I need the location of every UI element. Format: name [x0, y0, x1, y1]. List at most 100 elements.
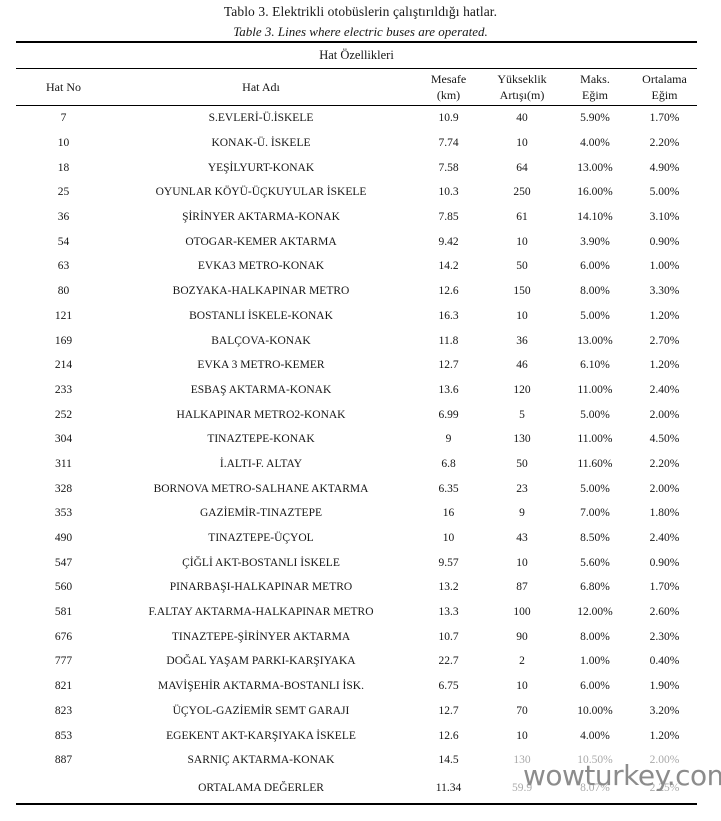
hat-adi-cell: BOSTANLI İSKELE-KONAK: [189, 309, 333, 322]
ortalama-egim-cell: 2.70%: [649, 334, 680, 347]
maks-egim-cell: 5.00%: [580, 309, 610, 322]
yukseklik-cell: 120: [513, 383, 531, 396]
hat-adi-cell: EGEKENT AKT-KARŞIYAKA İSKELE: [166, 729, 356, 742]
mesafe-cell: 10.3: [438, 186, 459, 199]
maks-egim-cell: 13.00%: [577, 161, 613, 174]
yukseklik-cell: 87: [516, 581, 528, 594]
hat-adi-cell: PINARBAŞI-HALKAPINAR METRO: [169, 581, 353, 594]
ortalama-egim-cell: 1.20%: [649, 729, 680, 742]
ortalama-egim-cell: 3.10%: [649, 211, 680, 224]
ortalama-egim-cell: 2.40%: [649, 383, 680, 396]
maks-egim-cell: 4.00%: [580, 137, 610, 150]
hat-adi-cell: OTOGAR-KEMER AKTARMA: [185, 235, 337, 248]
mesafe-cell: 6.75: [438, 680, 459, 693]
maks-egim-cell: 7.00%: [580, 507, 610, 520]
mesafe-cell: 11.8: [438, 334, 459, 347]
mesafe-cell: 6.99: [438, 408, 459, 421]
yukseklik-cell: 10: [516, 235, 528, 248]
yukseklik-cell: 130: [513, 433, 531, 446]
hat-no-cell: 823: [54, 704, 73, 717]
yukseklik-cell: 9: [519, 507, 525, 520]
table-row: 560 PINARBAŞI-HALKAPINAR METRO 13.2 87 6.80%…: [16, 575, 697, 600]
table-row: 25 OYUNLAR KÖYÜ-ÜÇKUYULAR İSKELE 10.3 250 16…: [16, 180, 697, 205]
mesafe-cell: 14.5: [438, 754, 459, 767]
table-body: 7 S.EVLERİ-Ü.İSKELE 10.9 40 5.90% 1.70% 10 KONA…: [16, 106, 697, 773]
mesafe-cell: 10.7: [438, 630, 459, 643]
hat-no-cell: 490: [54, 532, 73, 545]
yukseklik-cell: 50: [516, 457, 528, 470]
mesafe-cell: 6.35: [438, 482, 459, 495]
hat-adi-cell: BALÇOVA-KONAK: [211, 334, 311, 347]
table-row: 304 TINAZTEPE-KONAK 9 130 11.00% 4.50%: [16, 427, 697, 452]
hat-no-cell: 328: [54, 482, 73, 495]
hat-adi-cell: BOZYAKA-HALKAPINAR METRO: [172, 285, 350, 298]
hat-adi-cell: ESBAŞ AKTARMA-KONAK: [190, 383, 332, 396]
hat-no-cell: 169: [54, 334, 73, 347]
table-row: 233 ESBAŞ AKTARMA-KONAK 13.6 120 11.00% 2.40%: [16, 378, 697, 403]
hat-no-cell: 54: [57, 235, 70, 248]
ortalama-egim-cell: 2.20%: [649, 137, 680, 150]
table-caption: Tablo 3. Elektrikli otobüslerin çalıştır…: [0, 0, 721, 40]
yukseklik-cell: 10: [516, 309, 528, 322]
hat-no-cell: 777: [54, 655, 73, 668]
mesafe-cell: 7.85: [438, 211, 459, 224]
hat-no-cell: 887: [54, 754, 73, 767]
table-row: 121 BOSTANLI İSKELE-KONAK 16.3 10 5.00% 1.20%: [16, 304, 697, 329]
table-row: 676 TINAZTEPE-ŞİRİNYER AKTARMA 10.7 90 8.00%…: [16, 624, 697, 649]
hat-adi-cell: İ.ALTI-F. ALTAY: [219, 457, 303, 470]
summary-mesafe-cell: 11.34: [435, 781, 462, 794]
ortalama-egim-cell: 1.90%: [649, 680, 680, 693]
maks-egim-cell: 12.00%: [577, 606, 613, 619]
hat-no-cell: 10: [57, 137, 70, 150]
yukseklik-cell: 40: [516, 112, 528, 125]
yukseklik-cell: 250: [513, 186, 531, 199]
maks-egim-cell: 11.00%: [577, 383, 613, 396]
hat-no-cell: 821: [54, 680, 73, 693]
table-row: 581 F.ALTAY AKTARMA-HALKAPINAR METRO 13.3 1…: [16, 600, 697, 625]
maks-egim-cell: 14.10%: [577, 211, 613, 224]
column-header-hat-no: Hat No: [16, 68, 111, 106]
ortalama-egim-cell: 5.00%: [649, 186, 680, 199]
yukseklik-cell: 10: [516, 556, 528, 569]
yukseklik-cell: 10: [516, 729, 528, 742]
mesafe-cell: 13.2: [438, 581, 459, 594]
group-header: Hat Özellikleri: [16, 42, 697, 69]
hat-adi-cell: DOĞAL YAŞAM PARKI-KARŞIYAKA: [166, 655, 356, 668]
table-row: 328 BORNOVA METRO-SALHANE AKTARMA 6.35 23 5.…: [16, 476, 697, 501]
table-caption-turkish: Tablo 3. Elektrikli otobüslerin çalıştır…: [223, 4, 498, 19]
table-row: 10 KONAK-Ü. İSKELE 7.74 10 4.00% 2.20%: [16, 131, 697, 156]
maks-egim-cell: 11.60%: [577, 457, 613, 470]
summary-hat-no-cell: [16, 773, 111, 804]
table-row: 853 EGEKENT AKT-KARŞIYAKA İSKELE 12.6 10 4.0…: [16, 723, 697, 748]
maks-egim-cell: 5.60%: [580, 556, 610, 569]
hat-adi-cell: TINAZTEPE-KONAK: [207, 433, 315, 446]
maks-egim-cell: 6.80%: [580, 581, 610, 594]
hat-adi-cell: BORNOVA METRO-SALHANE AKTARMA: [153, 482, 369, 495]
ortalama-egim-cell: 1.70%: [649, 112, 680, 125]
mesafe-cell: 14.2: [438, 260, 459, 273]
hat-no-cell: 353: [54, 507, 73, 520]
ortalama-egim-cell: 2.00%: [649, 408, 680, 421]
yukseklik-cell: 90: [516, 630, 528, 643]
mesafe-cell: 16.3: [438, 309, 459, 322]
ortalama-egim-cell: 0.90%: [649, 235, 680, 248]
yukseklik-cell: 50: [516, 260, 528, 273]
yukseklik-cell: 23: [516, 482, 528, 495]
hat-no-cell: 304: [54, 433, 73, 446]
hat-no-cell: 311: [55, 457, 72, 470]
maks-egim-cell: 8.50%: [580, 532, 610, 545]
hat-adi-cell: F.ALTAY AKTARMA-HALKAPINAR METRO: [148, 606, 374, 619]
table-row: 311 İ.ALTI-F. ALTAY 6.8 50 11.60% 2.20%: [16, 452, 697, 477]
mesafe-cell: 10.9: [438, 112, 459, 125]
mesafe-cell: 10: [442, 532, 455, 545]
hat-no-cell: 252: [54, 408, 73, 421]
hat-no-cell: 36: [57, 211, 70, 224]
hat-no-cell: 121: [54, 309, 73, 322]
mesafe-cell: 7.58: [438, 161, 459, 174]
maks-egim-cell: 5.00%: [580, 482, 610, 495]
ortalama-egim-cell: 0.90%: [649, 556, 680, 569]
hat-adi-cell: SARNIÇ AKTARMA-KONAK: [187, 754, 335, 767]
hat-no-cell: 214: [54, 359, 73, 372]
table-row: 823 ÜÇYOL-GAZİEMİR SEMT GARAJI 12.7 70 10.00…: [16, 699, 697, 724]
column-header-mesafe: Mesafe (km): [411, 68, 486, 106]
